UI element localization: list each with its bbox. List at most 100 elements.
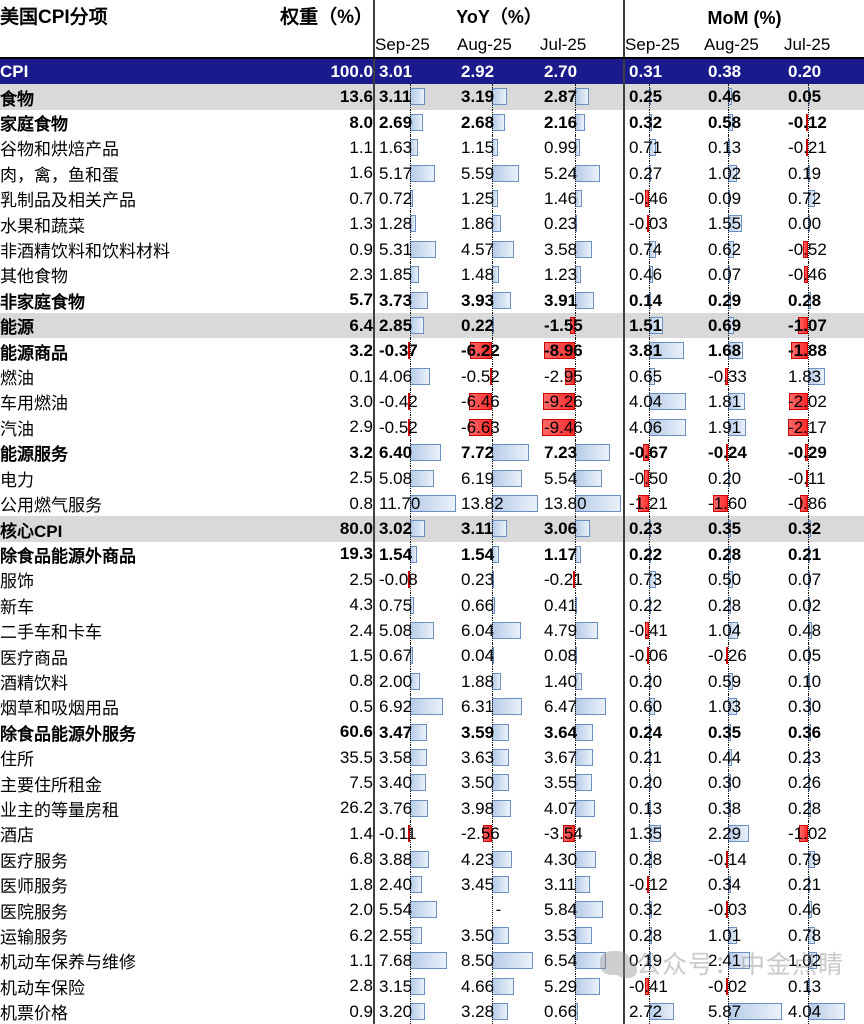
table-row[interactable]: 医师服务 1.8 2.40 3.45 3.11 -0.12 0.34 0.21 xyxy=(0,872,864,898)
column-header-yoy-jul: Jul-25 xyxy=(540,35,587,54)
data-bar xyxy=(799,825,809,843)
data-cell-yoy-2: 5.24 xyxy=(540,160,624,187)
table-row[interactable]: 水果和蔬菜 1.3 1.28 1.86 0.23 -0.03 1.55 0.00 xyxy=(0,211,864,237)
table-row[interactable]: 能源服务 3.2 6.40 7.72 7.23 -0.67 -0.24 -0.29 xyxy=(0,440,864,466)
table-row[interactable]: 核心CPI 80.0 3.02 3.11 3.06 0.23 0.35 0.32 xyxy=(0,516,864,542)
zero-line xyxy=(808,389,810,415)
zero-line xyxy=(410,414,411,441)
table-row[interactable]: 医疗商品 1.5 0.67 0.04 0.08 -0.06 -0.26 0.05 xyxy=(0,643,864,669)
table-row[interactable]: 机动车保险 2.8 3.15 4.66 5.29 -0.41 -0.02 0.13 xyxy=(0,973,864,1000)
table-row[interactable]: CPI 100.0 3.01 2.92 2.70 0.31 0.38 0.20 xyxy=(0,58,864,85)
zero-line xyxy=(410,770,411,796)
zero-line xyxy=(728,948,730,974)
zero-line xyxy=(575,465,576,491)
table-row[interactable]: 其他食物 2.3 1.85 1.48 1.23 0.46 0.07 -0.46 xyxy=(0,262,864,288)
table-row[interactable]: 非家庭食物 5.7 3.73 3.93 3.91 0.14 0.29 0.28 xyxy=(0,287,864,314)
zero-line xyxy=(575,973,576,1000)
data-cell-yoy-0: 2.40 xyxy=(373,872,457,898)
cell-value: -0.41 xyxy=(629,976,668,996)
row-weight: 2.9 xyxy=(349,417,373,437)
zero-line xyxy=(649,567,651,593)
zero-line xyxy=(575,922,576,949)
table-row[interactable]: 乳制品及相关产品 0.7 0.72 1.25 1.46 -0.46 0.09 0.72 xyxy=(0,186,864,212)
table-row[interactable]: 车用燃油 3.0 -0.42 -6.46 -9.26 4.04 1.81 -2.02 xyxy=(0,389,864,415)
data-bar xyxy=(570,317,575,335)
table-row[interactable]: 酒店 1.4 -0.11 -2.56 -3.54 1.35 2.29 -1.02 xyxy=(0,821,864,847)
cell-value: 0.09 xyxy=(708,189,742,209)
zero-line xyxy=(728,795,730,822)
table-row[interactable]: 医疗服务 6.8 3.88 4.23 4.30 0.28 -0.14 0.79 xyxy=(0,846,864,872)
zero-line xyxy=(808,465,810,491)
data-cell-yoy-0: 7.68 xyxy=(373,948,457,974)
data-cell-mom-2: 0.79 xyxy=(784,846,864,872)
cell-value: 0.21 xyxy=(629,747,663,767)
table-row[interactable]: 运输服务 6.2 2.55 3.50 3.53 0.28 1.01 0.78 xyxy=(0,922,864,949)
cell-value: -0.12 xyxy=(788,112,827,132)
table-row[interactable]: 除食品能源外服务 60.6 3.47 3.59 3.64 0.24 0.35 0.36 xyxy=(0,719,864,745)
cell-value: -1.02 xyxy=(788,824,827,844)
data-cell-yoy-2: 5.29 xyxy=(540,973,624,1000)
table-row[interactable]: 谷物和烘焙产品 1.1 1.63 1.15 0.99 0.71 0.13 -0.21 xyxy=(0,135,864,161)
zero-line xyxy=(492,186,493,212)
zero-line xyxy=(492,84,493,110)
table-row[interactable]: 非酒精饮料和饮料材料 0.9 5.31 4.57 3.58 0.74 0.62 -0.52 xyxy=(0,236,864,263)
data-cell-yoy-1: 4.23 xyxy=(457,846,540,872)
cell-value: 2.85 xyxy=(379,316,413,336)
table-row[interactable]: 酒精饮料 0.8 2.00 1.88 1.40 0.20 0.59 0.10 xyxy=(0,668,864,695)
table-row[interactable]: 能源商品 3.2 -0.37 -6.22 -8.96 3.81 1.68 -1.88 xyxy=(0,338,864,364)
table-row[interactable]: 业主的等量房租 26.2 3.76 3.98 4.07 0.13 0.38 0.28 xyxy=(0,795,864,822)
table-row[interactable]: 电力 2.5 5.08 6.19 5.54 -0.50 0.20 -0.11 xyxy=(0,465,864,491)
zero-line xyxy=(492,262,493,288)
data-cell-mom-0: 0.20 xyxy=(623,770,705,796)
table-row[interactable]: 主要住所租金 7.5 3.40 3.50 3.55 0.20 0.30 0.26 xyxy=(0,770,864,796)
zero-line xyxy=(649,922,651,949)
table-row[interactable]: 新车 4.3 0.75 0.66 0.41 0.22 0.28 0.02 xyxy=(0,592,864,618)
table-row[interactable]: 住所 35.5 3.58 3.63 3.67 0.21 0.44 0.23 xyxy=(0,744,864,771)
row-weight: 7.5 xyxy=(349,773,373,793)
cell-value: 2.29 xyxy=(708,824,742,844)
zero-line xyxy=(808,643,810,669)
table-row[interactable]: 二手车和卡车 2.4 5.08 6.04 4.79 -0.41 1.04 0.48 xyxy=(0,617,864,644)
data-cell-mom-2: 0.36 xyxy=(784,719,864,745)
spacer-label xyxy=(0,30,260,57)
cell-value: 0.59 xyxy=(708,671,742,691)
table-row[interactable]: 燃油 0.1 4.06 -0.52 -2.95 0.65 -0.33 1.83 xyxy=(0,363,864,390)
table-row[interactable]: 能源 6.4 2.85 0.22 -1.55 1.51 0.69 -1.07 xyxy=(0,313,864,339)
zero-line xyxy=(492,643,493,669)
data-cell-yoy-1: -2.56 xyxy=(457,821,540,847)
cell-value: 3.98 xyxy=(461,798,495,818)
table-row[interactable]: 医院服务 2.0 5.54 - 5.84 0.32 -0.03 0.46 xyxy=(0,897,864,923)
data-cell-mom-2: -0.86 xyxy=(784,490,864,517)
table-row[interactable]: 食物 13.6 3.11 3.19 2.87 0.25 0.46 0.05 xyxy=(0,84,864,110)
zero-line xyxy=(492,363,493,390)
zero-line xyxy=(575,694,576,720)
cell-value: 1.68 xyxy=(708,341,742,361)
data-cell-yoy-1: 3.11 xyxy=(457,516,540,542)
cell-value: 5.84 xyxy=(544,900,578,920)
table-row[interactable]: 机动车保养与维修 1.1 7.68 8.50 6.54 0.19 2.41 1.02 xyxy=(0,948,864,974)
zero-line xyxy=(808,541,810,568)
zero-line xyxy=(808,516,810,542)
table-row[interactable]: 除食品能源外商品 19.3 1.54 1.54 1.17 0.22 0.28 0.21 xyxy=(0,541,864,568)
table-row[interactable]: 汽油 2.9 -0.52 -6.63 -9.46 4.06 1.91 -2.17 xyxy=(0,414,864,441)
cell-value: 5.29 xyxy=(544,976,578,996)
table-row[interactable]: 公用燃气服务 0.8 11.70 13.82 13.80 -1.21 -1.60 -0.86 xyxy=(0,490,864,517)
row-label: 机动车保养与维修 xyxy=(0,953,136,973)
cell-value: -1.88 xyxy=(788,341,827,361)
zero-line xyxy=(410,236,411,263)
zero-line xyxy=(649,287,651,314)
table-row[interactable]: 肉，禽，鱼和蛋 1.6 5.17 5.59 5.24 0.27 1.02 0.19 xyxy=(0,160,864,187)
table-row[interactable]: 机票价格 0.9 3.20 3.28 0.66 2.72 5.87 4.04 xyxy=(0,999,864,1024)
cell-value: 0.69 xyxy=(708,316,742,336)
cell-value: 11.70 xyxy=(379,493,421,513)
zero-line xyxy=(492,236,493,263)
data-cell-mom-1: 2.41 xyxy=(704,948,784,974)
data-cell-mom-0: -0.67 xyxy=(623,440,705,466)
zero-line xyxy=(728,338,730,364)
table-row[interactable]: 服饰 2.5 -0.08 0.23 -0.21 0.73 0.50 0.07 xyxy=(0,567,864,593)
data-cell-mom-1: 0.28 xyxy=(704,592,784,618)
table-row[interactable]: 烟草和吸烟用品 0.5 6.92 6.31 6.47 0.60 1.03 0.30 xyxy=(0,694,864,720)
data-bar xyxy=(645,621,650,639)
data-cell-mom-1: 1.81 xyxy=(704,389,784,415)
table-row[interactable]: 家庭食物 8.0 2.69 2.68 2.16 0.32 0.58 -0.12 xyxy=(0,109,864,136)
